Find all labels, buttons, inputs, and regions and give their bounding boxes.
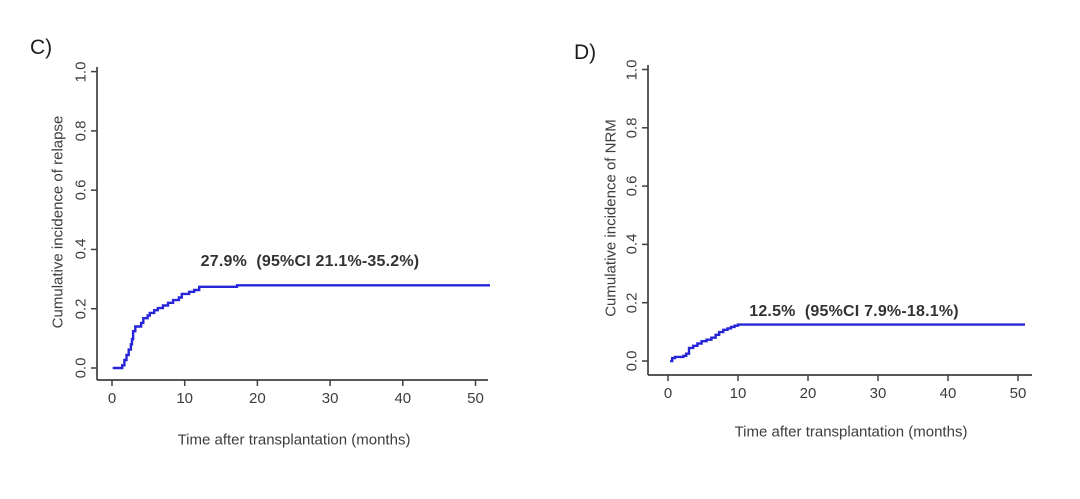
x-tick-label: 10	[176, 390, 194, 407]
x-tick-label: 50	[1009, 385, 1027, 402]
y-tick-label: 0.6	[623, 175, 641, 197]
y-axis-title: Cumulative incidence of NRM	[602, 119, 620, 317]
y-tick-label: 0.4	[623, 233, 641, 255]
y-tick-label: 1.0	[72, 61, 90, 83]
y-tick-label: 0.2	[623, 292, 641, 314]
panel-label: C)	[30, 36, 53, 59]
x-tick-label: 20	[799, 385, 817, 402]
x-tick-label: 0	[107, 390, 117, 407]
x-tick-label: 50	[467, 390, 484, 407]
cumulative-incidence-step-curve	[670, 323, 1025, 363]
panel-label: D)	[574, 41, 597, 64]
x-tick-label: 0	[663, 385, 673, 402]
y-axis-title: Cumulative incidence of relapse	[49, 115, 67, 329]
y-tick-label: 1.0	[623, 59, 641, 80]
cumulative-incidence-step-curve	[112, 284, 490, 370]
estimate-annotation: 12.5% (95%CI 7.9%-18.1%)	[749, 303, 959, 320]
y-tick-label: 0.2	[72, 298, 90, 320]
y-tick-label: 0.8	[623, 117, 641, 139]
y-tick-label: 0.0	[623, 350, 641, 372]
x-tick-label: 40	[394, 390, 412, 407]
x-tick-label: 30	[321, 390, 339, 407]
y-tick-label: 0.6	[72, 179, 90, 201]
x-tick-label: 40	[939, 385, 957, 402]
estimate-annotation: 27.9% (95%CI 21.1%-35.2%)	[200, 253, 420, 270]
y-tick-label: 0.4	[72, 239, 90, 260]
x-axis-title: Time after transplantation (months)	[734, 423, 968, 441]
y-tick-label: 0.0	[72, 357, 90, 379]
x-tick-label: 10	[729, 385, 747, 402]
x-tick-label: 20	[249, 390, 266, 407]
x-axis-title: Time after transplantation (months)	[177, 431, 411, 449]
y-tick-label: 0.8	[72, 120, 90, 142]
x-tick-label: 30	[869, 385, 887, 402]
